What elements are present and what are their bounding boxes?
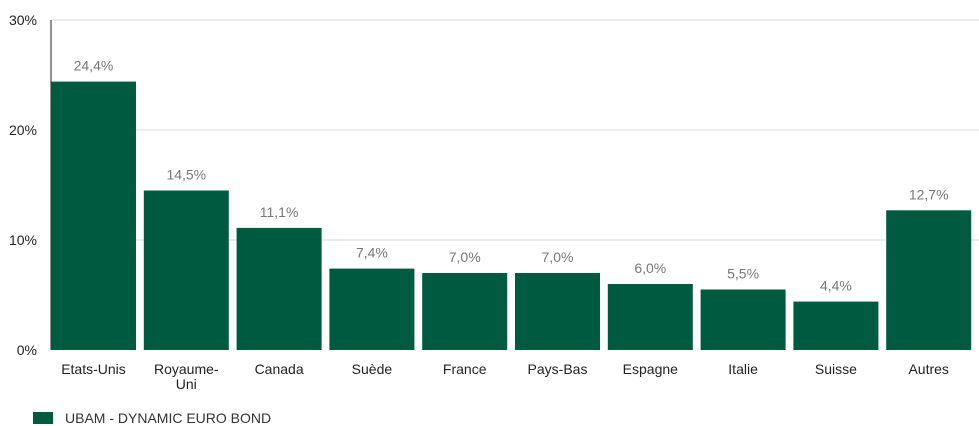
y-tick-label: 30% <box>9 12 37 28</box>
y-tick-label: 0% <box>17 342 37 358</box>
bar <box>515 273 600 350</box>
bar <box>607 284 693 350</box>
data-label: 24,4% <box>74 58 114 74</box>
bar <box>143 190 229 350</box>
legend-label: UBAM - DYNAMIC EURO BOND <box>65 410 272 426</box>
category-label: Espagne <box>623 361 678 377</box>
y-tick-label: 10% <box>9 232 37 248</box>
data-label: 7,0% <box>449 249 481 265</box>
data-label: 12,7% <box>909 186 949 202</box>
data-label: 7,0% <box>542 249 574 265</box>
data-label: 11,1% <box>260 204 299 220</box>
data-label: 5,5% <box>727 266 759 282</box>
legend-swatch <box>33 412 53 424</box>
data-label: 7,4% <box>356 245 388 261</box>
category-label: Suisse <box>815 361 857 377</box>
category-label: Uni <box>176 376 197 392</box>
category-label: Italie <box>728 361 758 377</box>
category-label: Pays-Bas <box>528 361 588 377</box>
bar-chart: 0% 10% 20% 30% 24,4% Etats-Unis 14,5% Royaume-U… <box>9 12 979 392</box>
data-label: 14,5% <box>166 167 206 183</box>
category-label: Etats-Unis <box>61 361 126 377</box>
category-label: Canada <box>255 361 304 377</box>
bar <box>793 301 879 350</box>
bar <box>329 268 415 350</box>
category-label: Royaume- <box>154 361 219 377</box>
category-label: France <box>443 361 487 377</box>
bar <box>51 81 136 350</box>
category-label: Autres <box>908 361 948 377</box>
bar <box>422 273 508 350</box>
y-tick-label: 20% <box>9 122 37 138</box>
bar <box>700 289 786 350</box>
data-label: 4,4% <box>820 278 852 294</box>
data-label: 6,0% <box>634 260 666 276</box>
bar <box>236 227 322 350</box>
bar <box>886 210 972 350</box>
category-label: Suède <box>352 361 393 377</box>
legend: UBAM - DYNAMIC EURO BOND <box>33 410 271 426</box>
